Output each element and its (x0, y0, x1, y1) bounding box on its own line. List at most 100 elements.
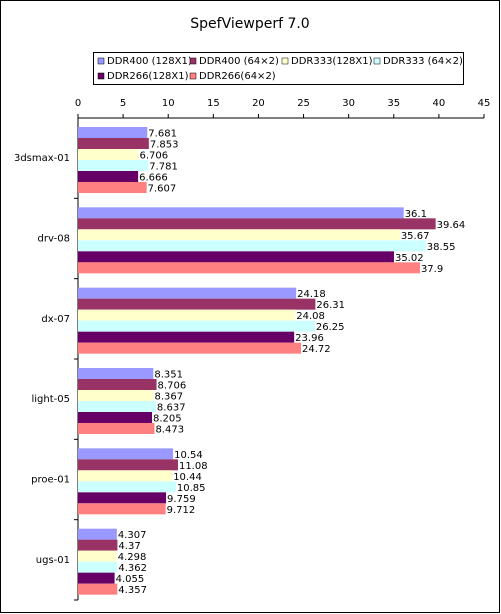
bar (78, 207, 404, 219)
legend-label: DDR266(64×2) (199, 71, 276, 82)
bar (78, 550, 117, 562)
data-label: 6.666 (139, 173, 168, 184)
data-label: 11.08 (179, 461, 208, 472)
y-tick-label: dx-07 (41, 314, 70, 325)
data-label: 8.706 (158, 381, 187, 392)
bar (78, 182, 147, 193)
bar (78, 309, 296, 321)
data-label: 26.25 (316, 322, 345, 333)
x-tick-label: 15 (207, 98, 220, 109)
data-label: 4.298 (118, 552, 147, 563)
bar (78, 320, 315, 332)
bar (78, 459, 178, 471)
data-label: 24.18 (297, 289, 326, 300)
data-label: 4.357 (118, 585, 147, 596)
data-label: 24.72 (302, 344, 331, 355)
data-label: 38.55 (427, 242, 456, 253)
data-label: 7.681 (148, 129, 177, 140)
y-tick-label: 3dsmax-01 (14, 153, 70, 164)
legend-swatch (281, 57, 289, 65)
data-label: 4.307 (118, 530, 147, 541)
y-tick-label: ugs-01 (36, 555, 70, 566)
bar (78, 448, 174, 460)
data-label: 36.1 (405, 209, 427, 220)
bar (78, 539, 118, 551)
bar (78, 492, 167, 504)
bar (78, 583, 118, 595)
bar (78, 331, 295, 343)
data-label: 4.362 (118, 563, 147, 574)
x-tick-label: 45 (478, 98, 491, 109)
legend-label: DDR400 (128X1) (107, 56, 192, 67)
data-label: 4.055 (116, 574, 145, 585)
bar (78, 298, 316, 310)
legend-swatch (97, 72, 105, 80)
bar (78, 218, 436, 230)
bar (78, 138, 149, 149)
legend-swatch (189, 72, 197, 80)
data-label: 26.31 (316, 300, 345, 311)
data-label: 35.67 (401, 231, 430, 242)
bar (78, 240, 426, 252)
chart-title: SpefViewperf 7.0 (190, 16, 309, 32)
data-label: 37.9 (421, 264, 443, 275)
data-label: 9.712 (167, 505, 196, 516)
bar (78, 503, 166, 515)
bar (78, 127, 148, 138)
x-tick-label: 0 (75, 98, 81, 109)
bar (78, 561, 118, 573)
bar (78, 368, 154, 379)
x-tick-label: 20 (252, 98, 265, 109)
data-label: 7.853 (150, 140, 179, 151)
data-label: 7.607 (148, 184, 177, 195)
bar (78, 342, 302, 354)
y-tick-label: light-05 (32, 394, 71, 405)
legend-box (93, 52, 464, 85)
data-label: 6.706 (140, 151, 169, 162)
bar (78, 423, 155, 434)
data-label: 10.85 (177, 483, 206, 494)
data-label: 7.781 (149, 162, 178, 173)
bar (78, 572, 115, 584)
bar (78, 160, 149, 171)
legend-label: DDR266(128X1) (107, 71, 189, 82)
legend-label: DDR400 (64×2) (199, 56, 279, 67)
data-label: 24.08 (296, 311, 325, 322)
data-label: 8.367 (154, 392, 183, 403)
bar (78, 251, 394, 263)
x-tick-label: 30 (342, 98, 355, 109)
data-label: 8.473 (155, 425, 184, 436)
legend-swatch (189, 57, 197, 65)
data-label: 35.02 (395, 253, 424, 264)
bar (78, 470, 173, 482)
bar (78, 390, 154, 401)
x-tick-label: 5 (120, 98, 126, 109)
x-tick-label: 10 (162, 98, 175, 109)
x-tick-label: 25 (297, 98, 310, 109)
bar (78, 149, 139, 160)
data-label: 10.44 (173, 472, 202, 483)
y-tick-label: proe-01 (31, 475, 70, 486)
data-label: 23.96 (295, 333, 324, 344)
data-label: 39.64 (437, 220, 466, 231)
legend-swatch (373, 57, 381, 65)
bar (78, 412, 153, 423)
bar (78, 401, 156, 412)
data-label: 9.759 (167, 494, 196, 505)
bar (78, 262, 420, 274)
data-label: 8.637 (157, 403, 186, 414)
bar (78, 379, 157, 390)
data-label: 8.205 (153, 414, 182, 425)
legend-swatch (97, 57, 105, 65)
data-label: 8.351 (154, 370, 183, 381)
bar (78, 229, 400, 241)
bar (78, 481, 176, 493)
bar (78, 287, 297, 299)
x-tick-label: 35 (387, 98, 400, 109)
legend-label: DDR333(128X1) (291, 56, 373, 67)
x-tick-label: 40 (433, 98, 446, 109)
y-tick-label: drv-08 (38, 234, 70, 245)
data-label: 10.54 (174, 450, 203, 461)
